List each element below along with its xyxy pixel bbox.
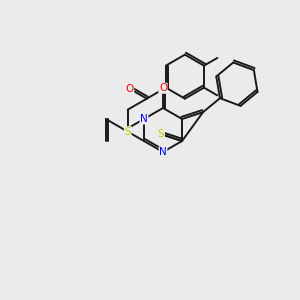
Text: O: O [125,84,134,94]
Text: S: S [158,129,164,139]
Text: S: S [124,127,131,137]
Text: N: N [159,147,167,157]
Text: N: N [140,114,148,124]
Text: O: O [159,83,167,93]
